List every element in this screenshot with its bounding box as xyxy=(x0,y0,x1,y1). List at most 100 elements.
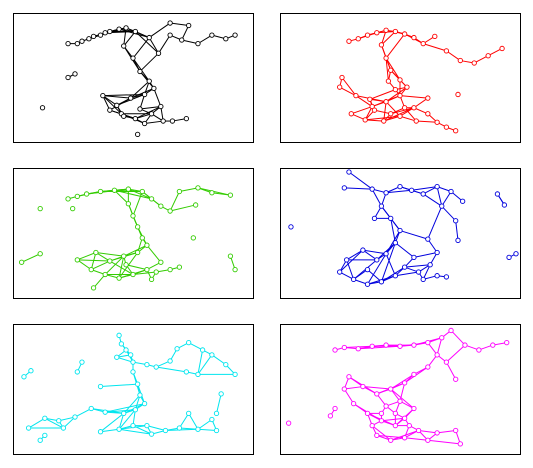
network-edge xyxy=(362,386,391,390)
network-edge xyxy=(343,388,355,404)
network-node xyxy=(415,269,422,275)
network-node xyxy=(494,191,501,197)
network-edge xyxy=(181,39,199,45)
network-edge xyxy=(118,409,136,430)
network-node xyxy=(128,95,134,101)
network-node xyxy=(121,43,127,49)
network-edge xyxy=(158,34,171,54)
panel-frame xyxy=(280,168,521,299)
network-node xyxy=(457,57,463,64)
network-edge xyxy=(95,252,111,262)
network-node xyxy=(411,342,417,348)
network-node xyxy=(56,418,62,424)
network-node xyxy=(378,279,385,285)
network-node xyxy=(123,347,129,353)
network-edge xyxy=(178,413,190,429)
network-node xyxy=(371,107,378,113)
network-edge xyxy=(445,361,457,380)
network-node xyxy=(141,400,148,407)
network-node xyxy=(401,435,408,441)
network-node xyxy=(93,249,99,256)
network-edge xyxy=(380,242,396,282)
network-node xyxy=(397,113,403,119)
network-panel-5 xyxy=(13,324,254,455)
network-node xyxy=(392,422,399,429)
network-node xyxy=(232,371,238,378)
network-node xyxy=(79,38,85,44)
network-edge xyxy=(139,52,159,72)
network-node xyxy=(102,271,108,278)
network-edge xyxy=(381,31,396,46)
network-node xyxy=(134,249,141,256)
network-node xyxy=(401,415,408,421)
network-node xyxy=(434,183,440,190)
network-edge xyxy=(374,109,391,115)
network-node xyxy=(213,410,220,417)
network-node xyxy=(130,359,136,365)
network-edge xyxy=(44,417,64,429)
network-node xyxy=(420,276,426,283)
network-node xyxy=(130,422,136,429)
network-node xyxy=(443,48,450,54)
network-node xyxy=(186,410,192,417)
network-node xyxy=(167,266,173,273)
network-node xyxy=(337,84,343,90)
network-node xyxy=(425,95,431,101)
network-node xyxy=(459,198,466,204)
panel-frame xyxy=(280,324,521,455)
network-node xyxy=(134,381,141,387)
network-node xyxy=(346,38,352,44)
network-node xyxy=(490,342,496,348)
network-node xyxy=(176,264,183,270)
network-edge xyxy=(339,86,357,97)
network-node xyxy=(364,410,371,417)
network-edge xyxy=(423,43,447,52)
network-edge xyxy=(427,238,438,253)
network-edge xyxy=(91,260,111,271)
network-node xyxy=(378,203,385,209)
network-node xyxy=(65,196,71,202)
network-node xyxy=(388,215,394,222)
network-edge xyxy=(446,344,466,363)
network-edge xyxy=(153,88,162,107)
network-node xyxy=(448,188,454,195)
network-node xyxy=(97,188,104,195)
network-edge xyxy=(399,95,428,99)
network-node xyxy=(462,342,468,348)
panel-frame xyxy=(13,324,254,455)
network-node xyxy=(506,254,512,261)
network-node xyxy=(401,31,408,37)
network-panel-2 xyxy=(280,13,521,143)
network-node xyxy=(455,237,461,243)
network-node xyxy=(434,352,440,358)
network-node xyxy=(65,74,71,81)
network-node xyxy=(411,105,417,111)
network-node xyxy=(411,371,417,378)
network-node xyxy=(151,85,157,92)
network-node xyxy=(130,369,136,375)
network-node xyxy=(392,86,399,93)
network-node xyxy=(457,441,463,447)
network-node xyxy=(121,113,127,119)
network-edge xyxy=(170,204,196,212)
network-node xyxy=(369,186,375,192)
network-edge xyxy=(77,252,97,261)
network-edge xyxy=(148,37,159,54)
network-edge xyxy=(146,425,166,431)
network-edge xyxy=(102,95,131,99)
network-node xyxy=(141,91,148,98)
network-edge xyxy=(404,264,431,268)
network-node xyxy=(346,374,352,380)
network-edge xyxy=(63,416,76,429)
network-node xyxy=(476,347,482,353)
network-node xyxy=(42,432,48,439)
network-node xyxy=(179,37,185,43)
network-node xyxy=(141,120,148,127)
network-node xyxy=(39,105,46,111)
network-node xyxy=(388,386,394,392)
network-edge xyxy=(169,191,180,212)
network-edge xyxy=(197,419,213,430)
network-node xyxy=(369,422,375,429)
network-node xyxy=(190,235,196,241)
network-node xyxy=(401,264,408,270)
